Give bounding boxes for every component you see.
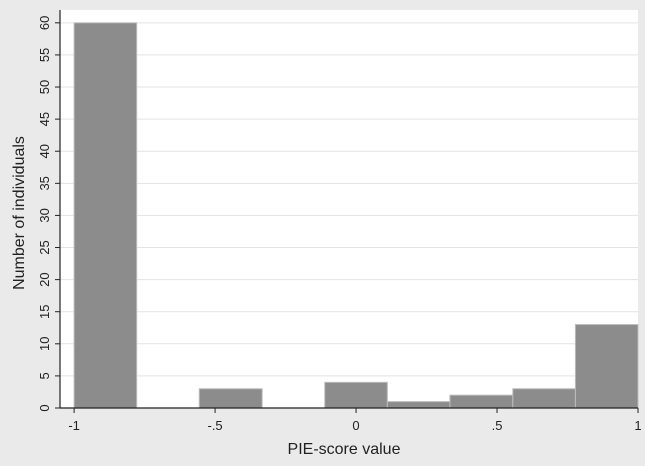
x-axis-title: PIE-score value xyxy=(288,441,401,458)
x-tick-label: .5 xyxy=(492,418,503,433)
y-tick-label: 55 xyxy=(37,48,52,62)
x-tick-label: -1 xyxy=(68,418,80,433)
y-tick-label: 35 xyxy=(37,176,52,190)
y-tick-label: 0 xyxy=(37,404,52,411)
y-tick-label: 40 xyxy=(37,144,52,158)
bars xyxy=(73,22,639,409)
histogram-bar xyxy=(449,394,514,409)
y-axis-ticks: 0 5 10 15 20 25 30 35 40 45 50 55 60 xyxy=(37,16,60,412)
y-tick-label: 30 xyxy=(37,208,52,222)
y-tick-label: 15 xyxy=(37,304,52,318)
grid-lines xyxy=(60,22,638,377)
y-tick-label: 50 xyxy=(37,80,52,94)
histogram-bar xyxy=(386,401,451,409)
x-axis-ticks: -1 -.5 0 .5 1 xyxy=(68,408,642,433)
histogram-bar xyxy=(512,388,576,409)
x-tick-label: 1 xyxy=(634,418,641,433)
y-axis-title: Number of individuals xyxy=(11,136,28,290)
x-tick-label: 0 xyxy=(352,418,359,433)
y-tick-label: 25 xyxy=(37,240,52,254)
x-tick-label: -.5 xyxy=(207,418,222,433)
y-tick-label: 5 xyxy=(37,372,52,379)
y-tick-label: 10 xyxy=(37,337,52,351)
plot-area xyxy=(60,10,638,408)
histogram-bar xyxy=(324,381,388,409)
y-tick-label: 60 xyxy=(37,16,52,30)
histogram-bar xyxy=(198,388,263,409)
y-tick-label: 45 xyxy=(37,112,52,126)
histogram-bar xyxy=(574,324,639,409)
histogram-bar xyxy=(73,22,138,409)
y-tick-label: 20 xyxy=(37,272,52,286)
